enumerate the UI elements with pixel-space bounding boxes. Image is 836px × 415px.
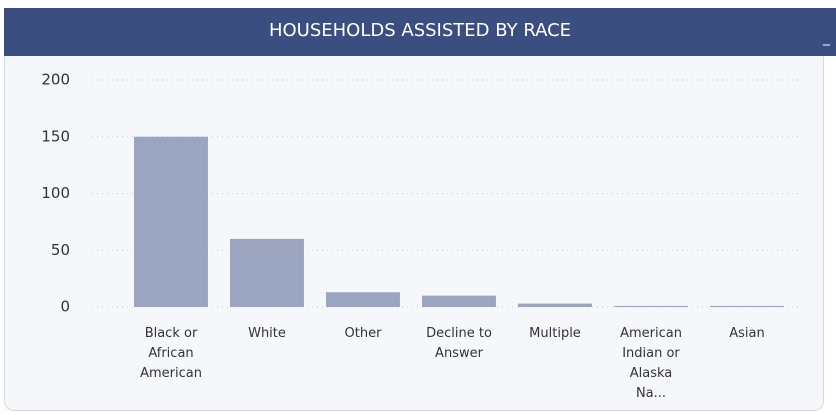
x-tick-label: American Indian or Alaska Na... [620,326,682,401]
bar [326,292,400,307]
y-tick-label: 200 [41,71,70,89]
minimize-button[interactable]: _ [823,30,830,46]
tile-header: HOUSEHOLDS ASSISTED BY RACE _ [4,8,836,56]
y-tick-label: 150 [41,127,70,145]
y-tick-label: 0 [60,298,70,316]
bar [518,303,592,307]
bar [134,136,208,307]
y-tick-label: 100 [41,184,70,202]
bar [230,238,304,307]
x-tick-label: Other [344,326,382,341]
x-tick-label: Decline to Answer [426,326,492,361]
x-tick-label: Black or African American [140,326,202,381]
bar [614,305,688,307]
chart-title: HOUSEHOLDS ASSISTED BY RACE [268,20,572,41]
bar [422,295,496,307]
x-tick-label: Asian [729,326,765,341]
x-tick-label: White [248,326,286,341]
y-tick-label: 50 [51,241,70,259]
bar [710,305,784,307]
x-tick-label: Multiple [529,326,581,341]
